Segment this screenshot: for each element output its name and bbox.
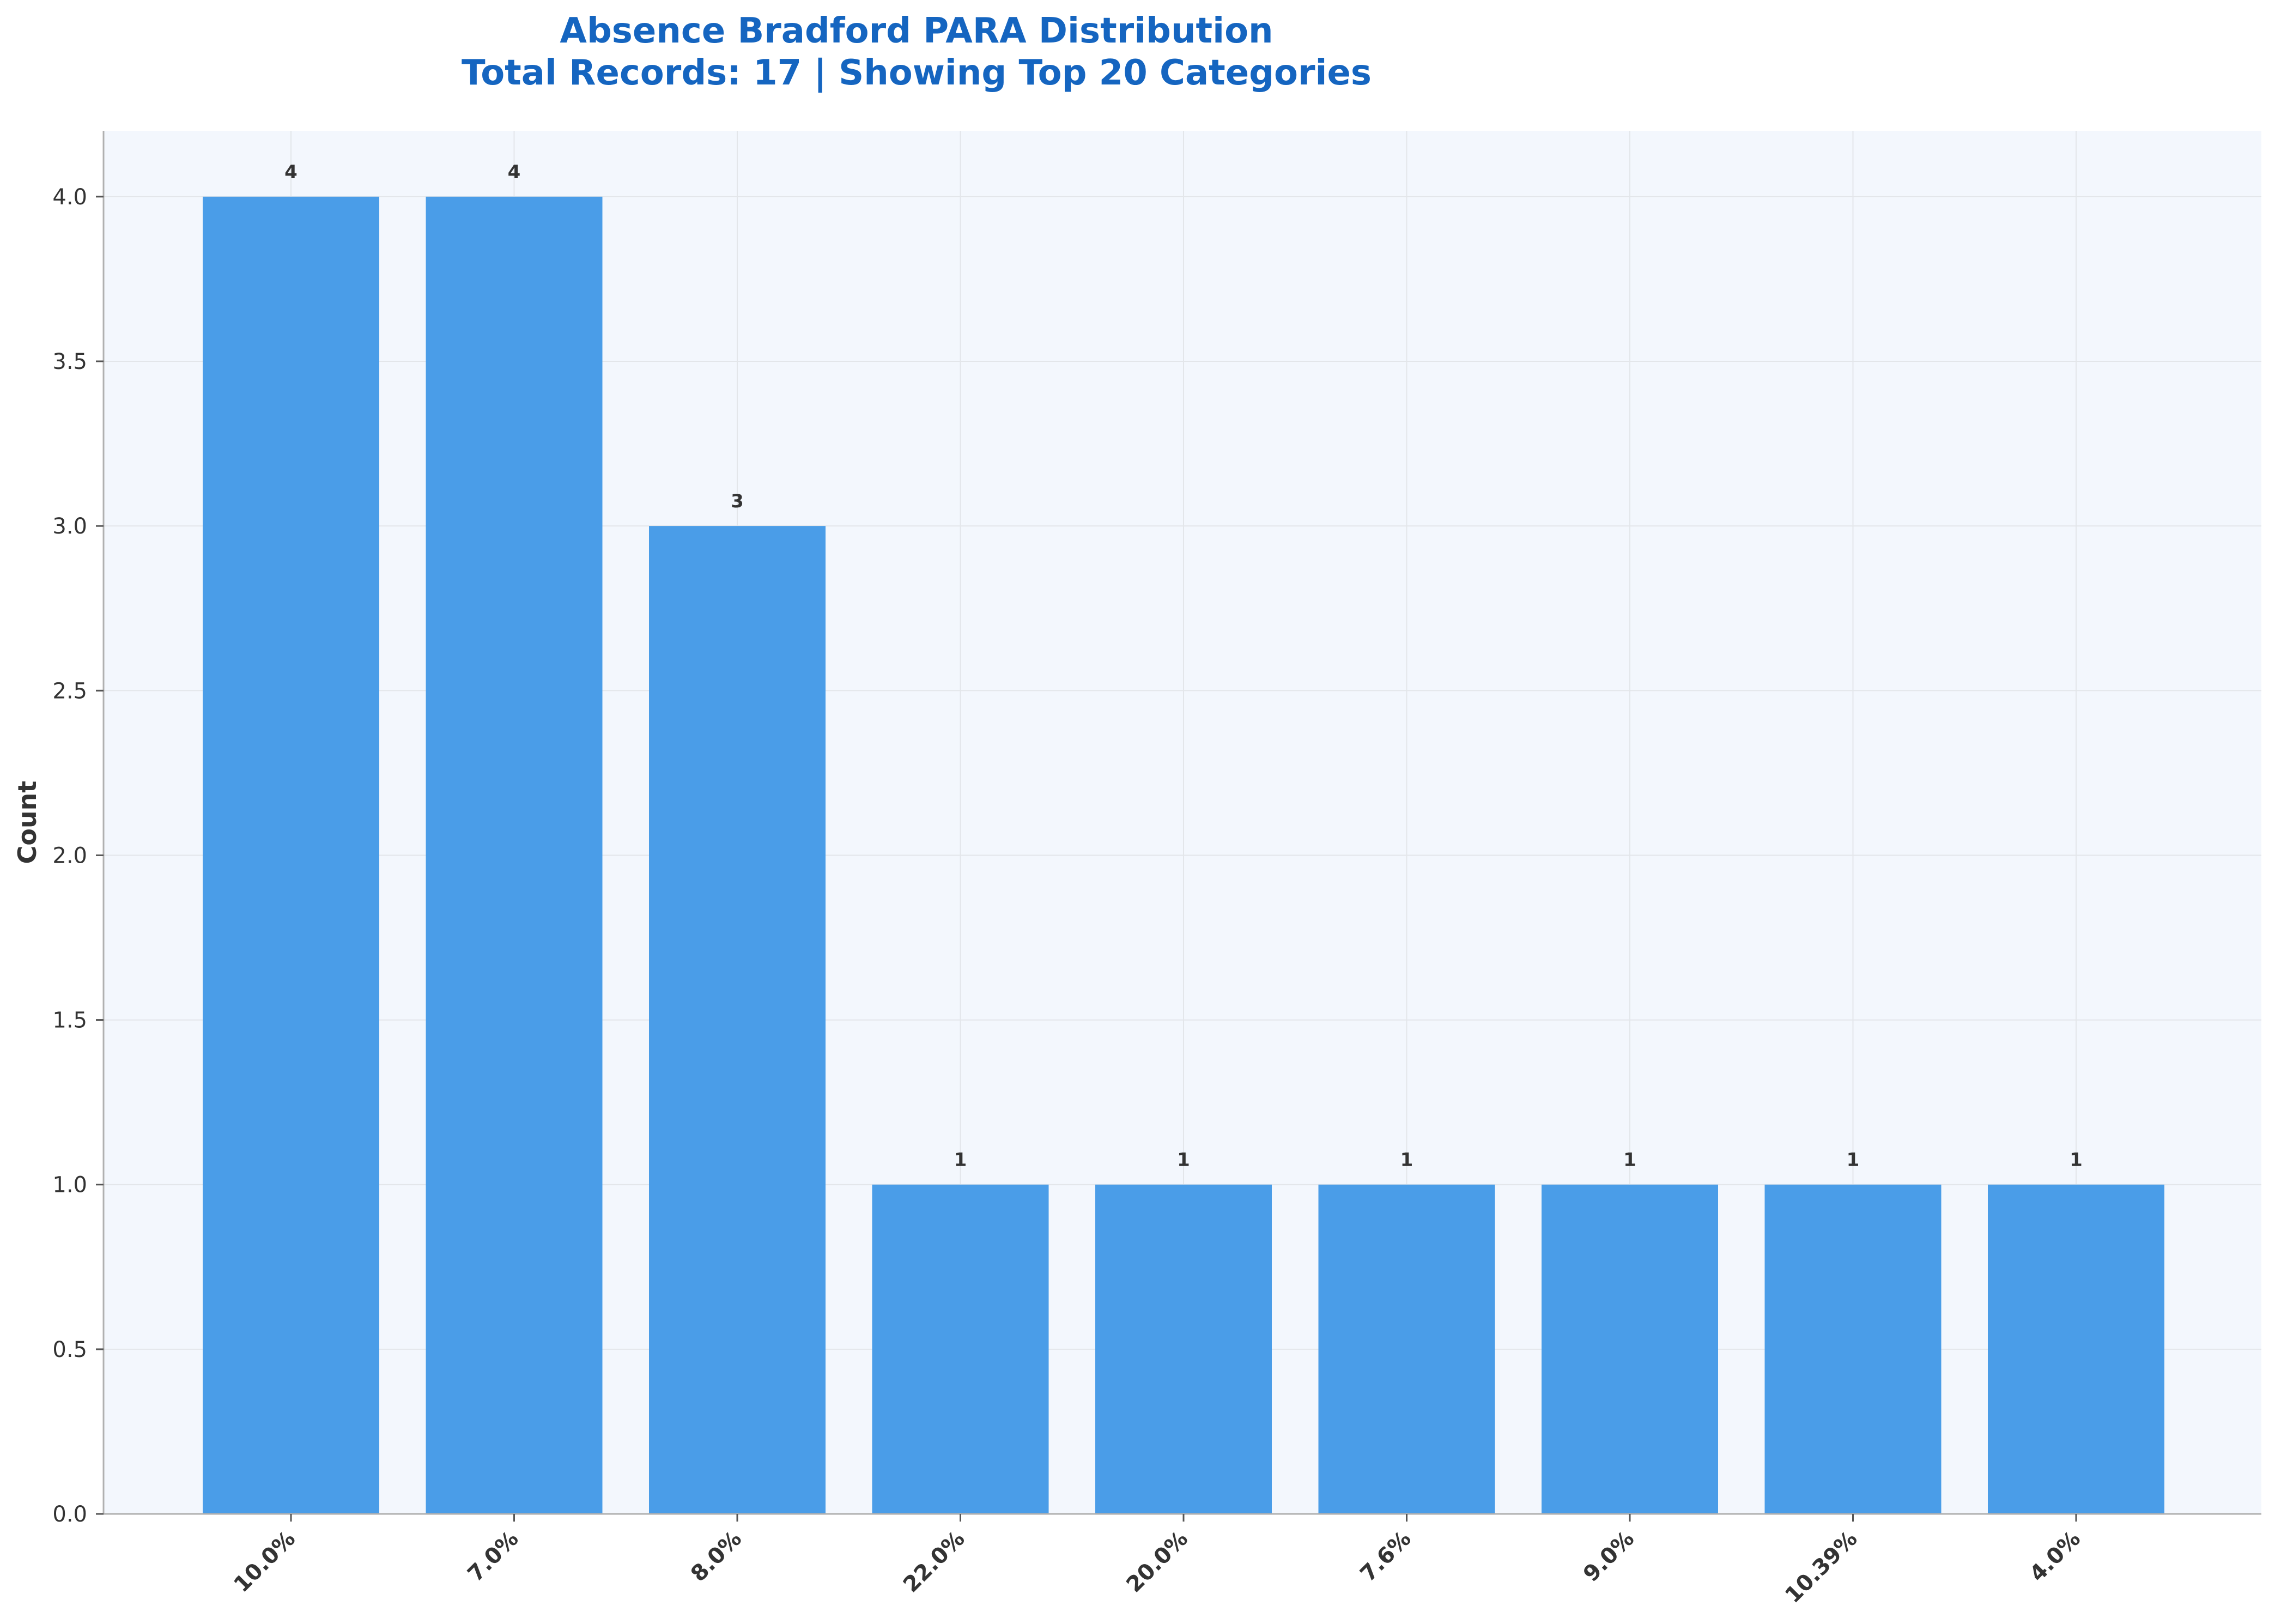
x-tick-label: 20.0% [1121,1526,1193,1598]
axes [96,131,2261,1522]
y-tick-label: 0.0 [52,1502,87,1527]
bar-value-label: 4 [284,161,298,183]
x-tick-label: 9.0% [1579,1526,1639,1587]
bar [1095,1184,1272,1514]
y-tick-label: 1.0 [52,1173,87,1198]
chart-subtitle: Total Records: 17 | Showing Top 20 Categ… [462,53,1372,93]
x-tick-label: 10.39% [1780,1526,1862,1608]
bar [1542,1184,1718,1514]
y-tick-label: 2.5 [52,678,87,704]
bar [649,526,826,1514]
bar-value-label: 1 [1400,1149,1413,1171]
bar [426,196,603,1514]
bar-value-label: 1 [1177,1149,1190,1171]
x-tick-label: 10.0% [229,1526,300,1598]
value-labels: 4 4 3 1 1 1 1 1 1 [284,161,2083,1171]
chart-title: Absence Bradford PARA Distribution [560,11,1273,51]
bar-value-label: 1 [1847,1149,1860,1171]
bar [203,196,379,1514]
bar [1988,1184,2164,1514]
y-tick-labels: 0.0 0.5 1.0 1.5 2.0 2.5 3.0 3.5 4.0 [52,185,87,1527]
bar-value-label: 1 [2070,1149,2083,1171]
y-tick-label: 1.5 [52,1008,87,1033]
x-tick-label: 7.0% [463,1526,524,1587]
x-tick-label: 7.6% [1356,1526,1416,1587]
x-tick-label: 4.0% [2025,1526,2085,1587]
y-tick-label: 3.5 [52,349,87,374]
bar-value-label: 3 [731,490,744,512]
bar [872,1184,1049,1514]
y-axis-label: Count [13,781,42,864]
bar [1764,1184,1942,1514]
y-tick-label: 0.5 [52,1337,87,1362]
bar-value-label: 1 [1623,1149,1636,1171]
bar [1318,1184,1495,1514]
x-tick-label: 8.0% [686,1526,747,1587]
x-tick-label: 22.0% [899,1526,970,1598]
y-tick-label: 4.0 [52,185,87,210]
bar-value-label: 1 [954,1149,967,1171]
y-tick-label: 3.0 [52,514,87,539]
y-tick-label: 2.0 [52,843,87,868]
bars [203,196,2164,1514]
bar-value-label: 4 [508,161,521,183]
x-tick-labels: 10.0% 7.0% 8.0% 22.0% 20.0% 7.6% 9.0% 10.39% 4.0… [229,1526,2085,1608]
